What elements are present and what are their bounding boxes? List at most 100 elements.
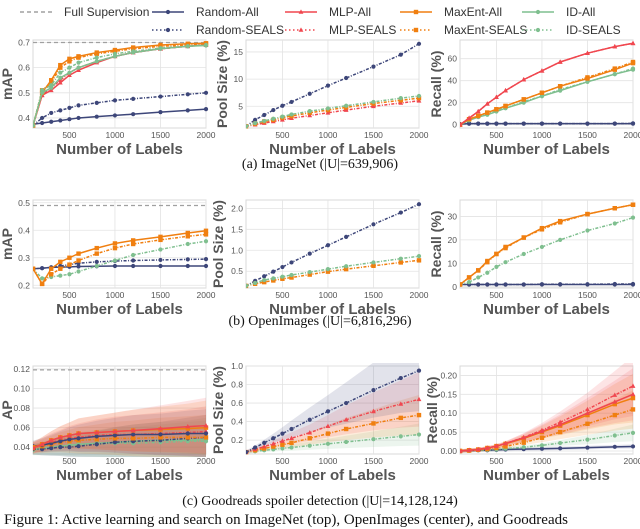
data-point: [631, 396, 635, 400]
x-tick-label: 1000: [105, 130, 124, 140]
y-tick-label: 0.08: [13, 403, 30, 413]
data-point: [540, 282, 544, 286]
data-point: [522, 282, 526, 286]
data-point: [485, 282, 489, 286]
data-point: [399, 210, 403, 214]
x-axis-label: Number of Labels: [56, 467, 183, 484]
caption-openimages: (b) OpenImages (|U|=6,816,296): [0, 314, 640, 330]
data-point: [76, 66, 80, 70]
y-tick-label: 20: [448, 235, 458, 245]
legend-swatch: [18, 6, 54, 18]
data-point: [76, 436, 80, 440]
x-tick-label: 500: [489, 290, 503, 300]
data-point: [204, 435, 208, 439]
data-point: [558, 282, 562, 286]
data-point: [522, 445, 526, 449]
data-point: [289, 441, 293, 445]
data-point: [585, 122, 589, 126]
legend-label: Full Supervision: [64, 5, 149, 19]
y-axis-label: AP: [0, 400, 15, 419]
data-point: [494, 282, 498, 286]
data-point: [204, 431, 208, 435]
data-point: [95, 52, 99, 56]
legend-label: MaxEnt-All: [444, 5, 502, 19]
legend-swatch: [520, 6, 556, 18]
y-tick-label: 40: [448, 76, 458, 86]
data-point: [49, 120, 53, 124]
data-point: [494, 107, 498, 111]
data-point: [371, 100, 375, 104]
data-point: [49, 446, 53, 450]
data-point: [67, 445, 71, 449]
data-point: [67, 66, 71, 70]
plot-area: [246, 40, 419, 128]
data-point: [558, 430, 562, 434]
data-point: [131, 264, 135, 268]
data-point: [585, 422, 589, 426]
data-point: [244, 450, 248, 454]
x-tick-label: 500: [275, 456, 289, 466]
data-point: [399, 96, 403, 100]
y-tick-label: 30: [448, 211, 458, 221]
chart-svg: 5001000150020000204060Number of LabelsRe…: [427, 36, 640, 166]
data-point: [131, 238, 135, 242]
legend-swatch: [150, 6, 186, 18]
data-point: [289, 427, 293, 431]
figure-caption: Figure 1: Active learning and search on …: [4, 512, 568, 529]
data-point: [399, 257, 403, 261]
legend-item-maxent-all: MaxEnt-All: [398, 4, 502, 20]
chart-svg: 5001000150020000.000.050.100.150.20Numbe…: [427, 362, 640, 492]
data-point: [558, 122, 562, 126]
data-point: [613, 66, 617, 70]
data-point: [485, 259, 489, 263]
data-point: [280, 446, 284, 450]
data-point: [522, 235, 526, 239]
data-point: [344, 440, 348, 444]
x-tick-label: 2000: [410, 130, 429, 140]
data-point: [522, 122, 526, 126]
data-point: [417, 258, 421, 262]
data-point: [76, 258, 80, 262]
data-point: [289, 260, 293, 264]
data-point: [485, 122, 489, 126]
data-point: [58, 65, 62, 69]
y-tick-label: 10: [448, 258, 458, 268]
data-point: [631, 282, 635, 286]
legend-swatch: [398, 6, 434, 18]
data-point: [631, 67, 635, 71]
y-tick-label: 0.3: [18, 253, 30, 263]
data-point: [186, 264, 190, 268]
data-point: [271, 276, 275, 280]
data-point: [613, 72, 617, 76]
legend-label: ID-SEALS: [566, 23, 621, 37]
data-point: [485, 271, 489, 275]
data-point: [158, 110, 162, 114]
x-tick-label: 2000: [410, 456, 429, 466]
caption-goodreads: (c) Goodreads spoiler detection (|U|=14,…: [0, 494, 640, 510]
data-point: [76, 61, 80, 65]
data-point: [67, 71, 71, 75]
data-point: [204, 107, 208, 111]
data-point: [631, 216, 635, 220]
data-point: [540, 226, 544, 230]
data-point: [540, 122, 544, 126]
legend-label: MaxEnt-SEALS: [444, 23, 527, 37]
x-tick-label: 1000: [532, 456, 551, 466]
data-point: [494, 122, 498, 126]
data-point: [631, 121, 635, 125]
data-point: [399, 53, 403, 57]
data-point: [67, 106, 71, 110]
data-point: [131, 97, 135, 101]
data-point: [417, 413, 421, 417]
data-point: [67, 256, 71, 260]
data-point: [585, 438, 589, 442]
data-point: [58, 76, 62, 80]
data-point: [131, 253, 135, 257]
data-point: [417, 254, 421, 258]
legend-marker: [536, 10, 540, 14]
legend-item-random-all: Random-All: [150, 4, 259, 20]
x-tick-label: 500: [62, 456, 76, 466]
data-point: [417, 42, 421, 46]
